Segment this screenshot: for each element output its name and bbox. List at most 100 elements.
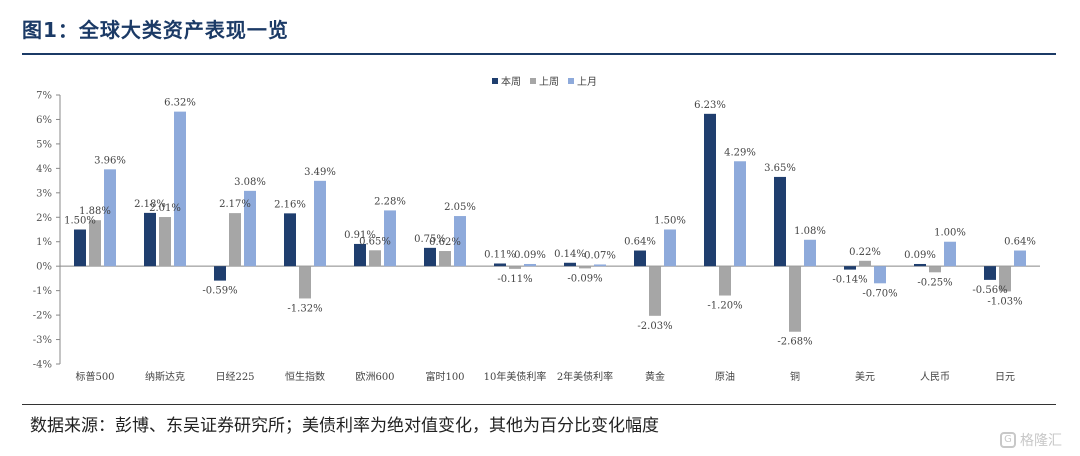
data-label: -0.09% [567,273,602,284]
watermark-logo-icon: G [1000,432,1016,448]
bar-2 [159,217,171,267]
data-label: 1.88% [79,206,111,217]
data-label: 3.65% [764,163,796,174]
data-label: 2.16% [274,199,306,210]
bar-2 [229,213,241,267]
data-label: 0.65% [359,236,391,247]
category-label: 2年美债利率 [557,370,613,383]
data-label: 1.50% [64,216,96,227]
category-label: 恒生指数 [285,370,325,383]
category-label: 10年美债利率 [484,370,547,383]
data-label: 6.32% [164,98,196,109]
data-label: 0.11% [484,249,516,260]
watermark-text: 格隆汇 [1020,433,1062,449]
data-label: -0.70% [862,288,897,299]
data-label: 0.75% [414,234,446,245]
bars-layer [74,111,1026,332]
watermark: G 格隆汇 [1000,430,1062,450]
data-label: 1.50% [654,216,686,227]
bar-3 [734,161,746,267]
data-label: 3.49% [304,167,336,178]
data-label: 0.64% [1004,237,1036,248]
data-label: 0.07% [584,250,616,261]
bar-1 [354,243,366,267]
legend-label: 上月 [577,76,597,88]
bar-2 [929,266,941,273]
legend-label: 本周 [501,75,521,88]
bar-1 [214,266,226,281]
data-label: -2.03% [637,321,672,332]
data-label: 0.09% [904,250,936,261]
data-label: 0.14% [554,249,586,260]
y-tick-label: 3% [36,188,52,199]
data-label: 0.62% [429,237,461,248]
category-label: 美元 [855,370,875,383]
category-label: 日经225 [215,370,254,383]
source-note: 数据来源：彭博、东吴证券研究所；美债利率为绝对值变化，其他为百分比变化幅度 [30,416,659,436]
bar-3 [454,216,466,267]
data-label: 6.23% [694,100,726,111]
category-label: 黄金 [645,370,665,383]
category-label: 标普500 [75,370,114,383]
category-label: 原油 [715,370,735,383]
y-tick-label: 2% [36,213,52,224]
data-labels-layer: 1.50%1.88%3.96%2.18%2.01%6.32%-0.59%2.17… [64,98,1036,348]
bar-2 [859,260,871,267]
data-label: 2.17% [219,199,251,210]
data-label: -1.20% [707,301,742,312]
x-axis-categories: 标普500 纳斯达克 日经225 恒生指数 欧洲600 富时100 10年美债利率 2年美债利… [75,370,1015,383]
chart-title: 图1：全球大类资产表现一览 [22,18,289,42]
data-label: 0.22% [849,247,881,258]
data-label: 1.00% [934,228,966,239]
legend: 本周 上周 上月 [492,75,597,88]
legend-swatch [492,78,498,84]
data-label: 4.29% [724,147,756,158]
bar-3 [524,263,536,267]
y-tick-label: -2% [33,311,52,322]
bar-2 [999,266,1011,292]
bar-1 [704,113,716,267]
y-tick-label: 7% [36,91,52,102]
bar-3 [664,229,676,267]
bar-2 [649,266,661,316]
y-tick-label: -3% [33,335,52,346]
title-underline [22,53,1056,55]
category-label: 富时100 [425,370,464,383]
bar-1 [774,176,786,267]
bar-3 [944,241,956,267]
bar-3 [594,264,606,267]
bar-3 [804,239,816,267]
data-label: -0.25% [917,277,952,288]
y-tick-label: 5% [36,139,52,150]
data-label: -0.11% [497,274,532,285]
bar-1 [914,263,926,267]
bar-1 [844,266,856,270]
y-tick-label: 6% [36,115,52,126]
category-label: 欧洲600 [355,371,394,383]
data-label: -1.03% [987,296,1022,307]
bar-2 [89,220,101,267]
source-divider [22,404,1056,405]
bar-2 [299,266,311,299]
bar-1 [984,266,996,280]
bar-3 [174,111,186,267]
data-label: -0.14% [832,275,867,286]
bar-1 [494,263,506,267]
data-label: 1.08% [794,226,826,237]
data-label: 2.05% [444,202,476,213]
legend-swatch [568,78,574,84]
bar-3 [874,266,886,284]
data-label: -0.59% [202,286,237,297]
bar-2 [509,266,521,269]
y-tick-label: -1% [33,286,52,297]
data-label: 3.08% [234,177,266,188]
bar-2 [579,266,591,269]
data-label: 0.09% [514,250,546,261]
bar-1 [74,229,86,267]
bar-3 [104,169,116,267]
bar-1 [424,247,436,267]
bar-1 [144,212,156,267]
data-label: -2.68% [777,337,812,348]
data-label: -0.56% [972,285,1007,296]
bar-3 [384,210,396,267]
